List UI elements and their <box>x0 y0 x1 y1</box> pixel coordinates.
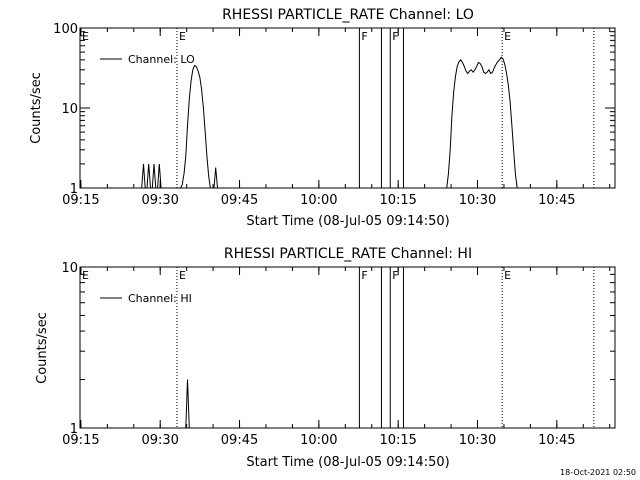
panel-lo-frame <box>79 27 616 189</box>
flag-marker-label: F <box>361 269 367 282</box>
panel-hi-xlabel: Start Time (08-Jul-05 09:14:50) <box>246 455 449 470</box>
x-tick-label: 09:45 <box>221 193 258 208</box>
panel-hi-ticks: 09:15 09:30 09:45 10:00 10:15 10:30 10:45 1 10 <box>61 261 615 448</box>
footer-timestamp: 18-Oct-2021 02:50 <box>560 468 636 477</box>
x-tick-label: 09:15 <box>62 433 99 448</box>
y-tick-label: 1 <box>70 182 78 197</box>
x-tick-label: 10:00 <box>300 193 337 208</box>
x-tick-label: 09:30 <box>141 433 178 448</box>
y-tick-label: 100 <box>53 22 78 37</box>
y-tick-label: 10 <box>61 102 78 117</box>
panel-hi-markers: F FE EE <box>82 267 595 428</box>
x-tick-label: 09:15 <box>62 193 99 208</box>
flag-marker-label: F <box>392 30 398 43</box>
panel-lo-xlabel: Start Time (08-Jul-05 09:14:50) <box>246 214 449 229</box>
eclipse-marker-label: E <box>82 30 89 43</box>
x-tick-label: 09:45 <box>221 433 258 448</box>
x-tick-label: 10:45 <box>538 193 575 208</box>
panel-lo-legend-label: Channel: LO <box>128 53 195 66</box>
x-tick-label: 10:45 <box>538 433 575 448</box>
y-tick-label: 10 <box>61 261 78 276</box>
eclipse-marker-label: E <box>179 269 186 282</box>
panel-hi-title: RHESSI PARTICLE_RATE Channel: HI <box>224 246 472 262</box>
eclipse-marker-label: E <box>504 30 511 43</box>
panel-lo-ylabel: Counts/sec <box>29 72 44 144</box>
y-tick-label: 1 <box>70 422 78 437</box>
panel-lo-title: RHESSI PARTICLE_RATE Channel: LO <box>222 7 474 23</box>
x-tick-label: 10:15 <box>379 433 416 448</box>
panel-hi-frame <box>79 266 616 429</box>
panel-hi: RHESSI PARTICLE_RATE Channel: HI Counts/… <box>35 246 616 470</box>
eclipse-marker-label: E <box>504 269 511 282</box>
eclipse-marker-label: E <box>82 269 89 282</box>
x-tick-label: 09:30 <box>141 193 178 208</box>
x-tick-label: 10:15 <box>379 193 416 208</box>
panel-lo-markers: F FE EE <box>82 28 595 188</box>
eclipse-marker-label: E <box>179 30 186 43</box>
x-tick-label: 10:30 <box>459 433 496 448</box>
panel-lo-ticks: 09:15 09:30 09:45 10:00 10:15 10:30 10:45 1 10 10… <box>53 22 615 208</box>
panel-lo: RHESSI PARTICLE_RATE Channel: LO Counts/… <box>29 7 616 229</box>
flag-marker-label: F <box>392 269 398 282</box>
panel-hi-legend-label: Channel: HI <box>128 292 192 305</box>
flag-marker-label: F <box>361 30 367 43</box>
x-tick-label: 10:30 <box>459 193 496 208</box>
x-tick-label: 10:00 <box>300 433 337 448</box>
panel-hi-ylabel: Counts/sec <box>35 312 50 384</box>
